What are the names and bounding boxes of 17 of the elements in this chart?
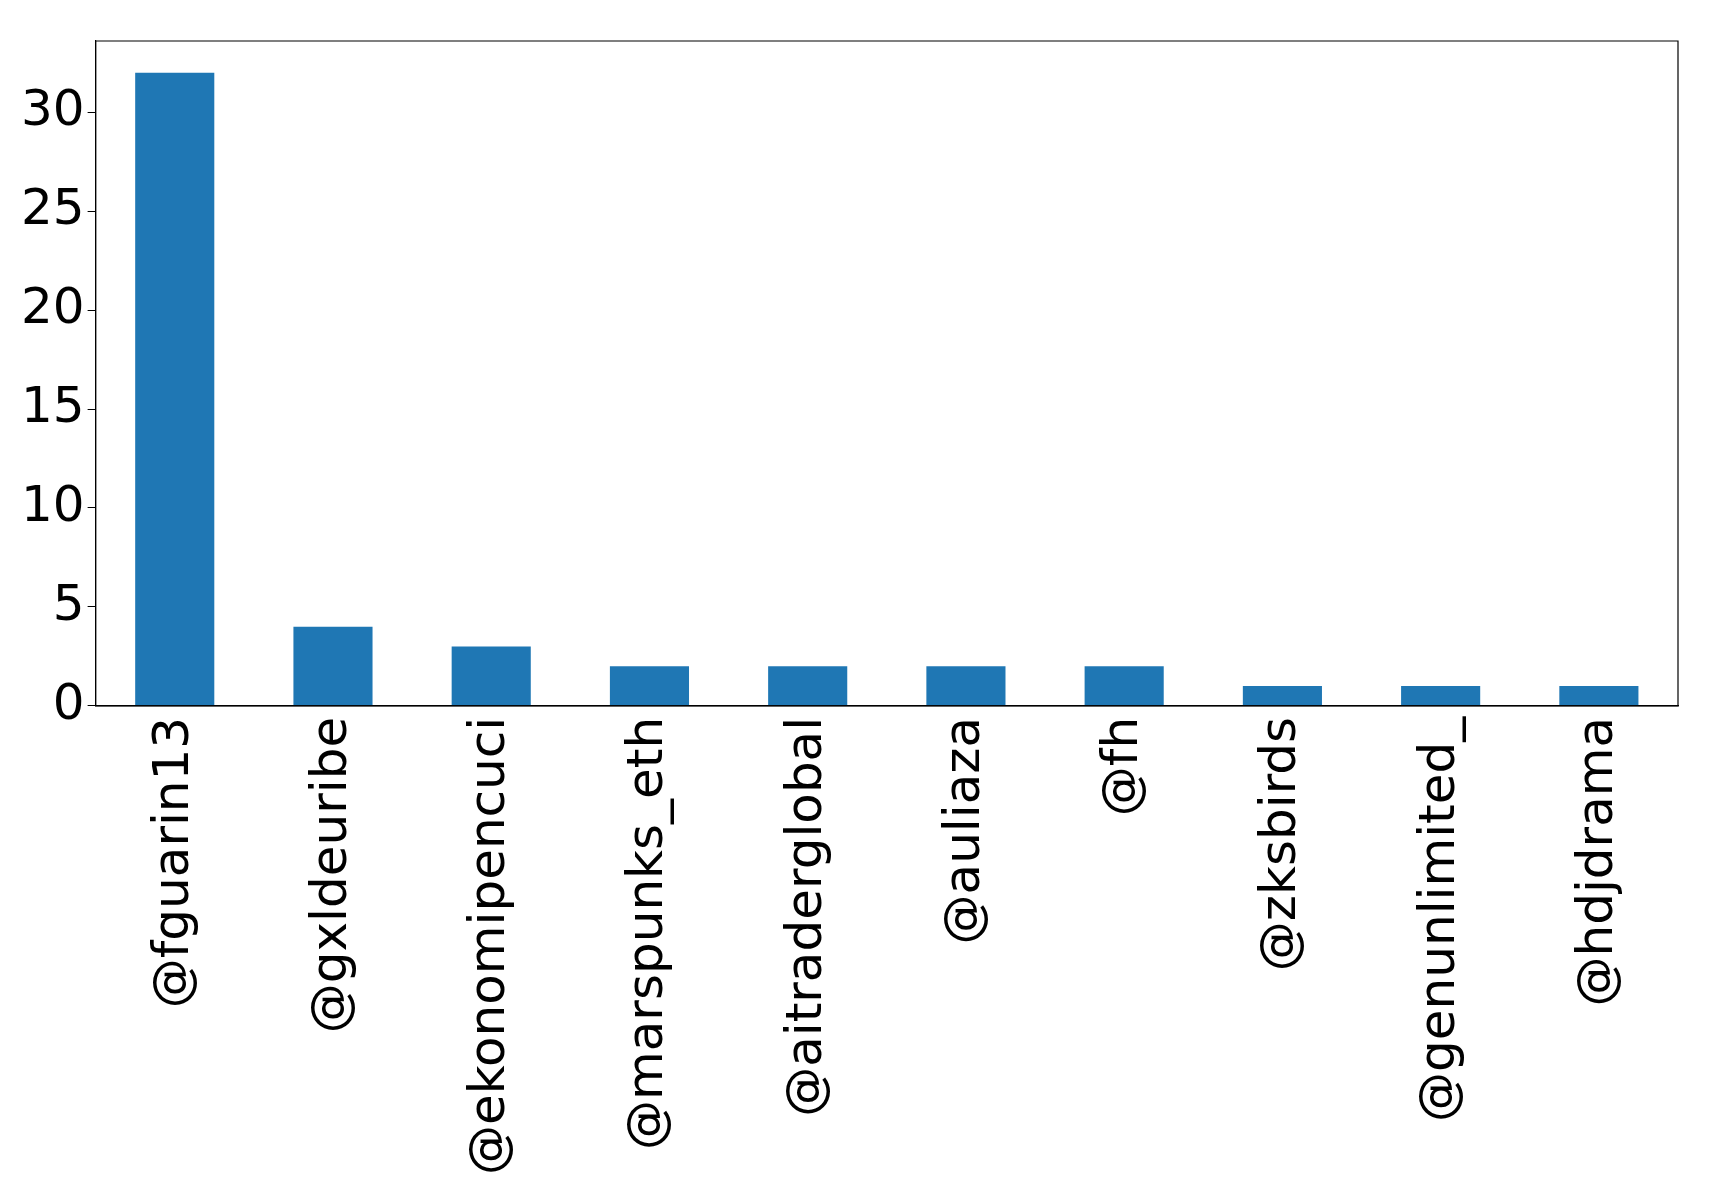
y-tick-label: 30 <box>21 79 85 138</box>
y-tick-label: 10 <box>21 474 85 533</box>
x-tick-label: @auliaza <box>932 716 991 945</box>
x-tick-label: @hdjdrama <box>1565 716 1624 1007</box>
x-tick-label: @marspunks_eth <box>616 716 675 1150</box>
x-tick-label: @genunlimited_ <box>1407 715 1466 1122</box>
x-tick-label: @fguarin13 <box>141 716 200 1009</box>
x-tick-label: @fh <box>1091 716 1150 817</box>
x-tick-label: @gxldeuribe <box>299 716 358 1034</box>
y-tick-label: 20 <box>21 277 85 336</box>
x-tick-label: @ekonomipencuci <box>458 716 517 1175</box>
y-tick-label: 15 <box>21 376 85 435</box>
y-tick-label: 25 <box>21 178 85 237</box>
y-tick-label: 5 <box>52 573 85 632</box>
y-tick-label: 0 <box>52 672 85 731</box>
x-tick-label: @zksbirds <box>1249 716 1308 972</box>
x-tick-label: @aitraderglobal <box>774 716 833 1117</box>
